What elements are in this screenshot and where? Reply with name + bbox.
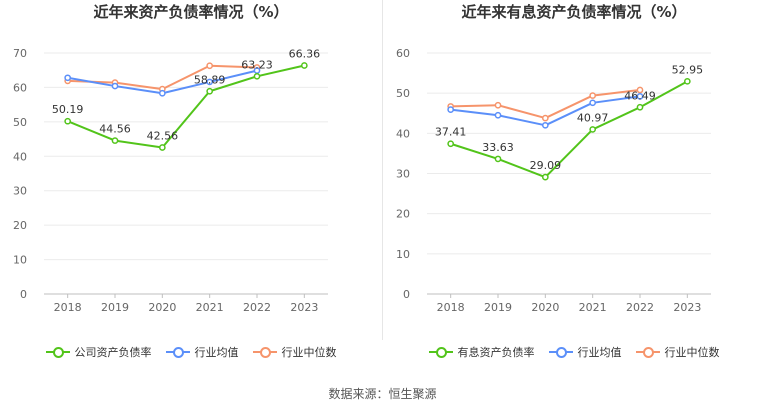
legend-marker-icon xyxy=(45,346,70,358)
chart-title: 近年来有息资产负债率情况（%） xyxy=(461,3,686,21)
liability-ratio-plot: 近年来资产负债率情况（%） 0 10 20 30 40 50 60 70 2018 2019 2020… xyxy=(13,3,328,314)
data-point xyxy=(589,126,597,133)
data-label: 42.56 xyxy=(147,129,179,142)
data-point xyxy=(636,93,644,100)
data-point xyxy=(494,155,502,163)
legend-marker-icon xyxy=(165,346,190,358)
data-point xyxy=(589,99,597,107)
legend-marker-icon xyxy=(252,346,277,358)
data-label: 50.19 xyxy=(52,103,84,116)
x-tick-label: 2023 xyxy=(290,301,318,314)
data-point xyxy=(206,62,214,70)
data-point xyxy=(158,89,166,97)
data-label: 33.63 xyxy=(482,141,514,154)
x-tick-label: 2020 xyxy=(531,301,559,314)
data-point xyxy=(636,86,644,94)
data-label: 66.36 xyxy=(289,48,321,61)
data-label: 63.23 xyxy=(241,58,273,71)
data-point xyxy=(158,144,166,151)
legend-label: 公司资产负债率 xyxy=(74,346,152,359)
x-tick-label: 2022 xyxy=(243,301,271,314)
y-tick-label: 0 xyxy=(403,288,410,301)
data-point xyxy=(683,77,691,85)
x-tick-label: 2019 xyxy=(101,301,129,314)
legend-label: 行业均值 xyxy=(577,346,622,359)
y-tick-label: 60 xyxy=(13,81,27,94)
series-line xyxy=(67,64,305,149)
interest-bearing-ratio-legend: 有息资产负债率 行业均值 行业中位数 xyxy=(383,344,765,360)
data-point xyxy=(447,140,455,148)
series-line xyxy=(450,80,688,179)
chart-title: 近年来资产负债率情况（%） xyxy=(93,3,288,21)
legend-item[interactable]: 行业中位数 xyxy=(635,344,720,360)
x-tick-label: 2018 xyxy=(437,301,465,314)
data-point xyxy=(300,62,308,69)
data-label: 37.41 xyxy=(435,126,467,139)
liability-ratio-legend: 公司资产负债率 行业均值 行业中位数 xyxy=(0,344,382,360)
legend-item[interactable]: 有息资产负债率 xyxy=(428,344,535,360)
data-point xyxy=(206,87,214,95)
data-point xyxy=(494,101,502,109)
y-tick-label: 40 xyxy=(396,127,410,140)
y-tick-label: 40 xyxy=(13,150,27,163)
data-point xyxy=(447,106,455,113)
legend-label: 行业均值 xyxy=(194,346,239,359)
data-point xyxy=(541,121,549,129)
data-point xyxy=(206,78,214,86)
legend-label: 有息资产负债率 xyxy=(457,346,535,359)
legend-item[interactable]: 行业均值 xyxy=(165,344,239,360)
y-tick-label: 10 xyxy=(13,254,27,267)
data-label: 52.95 xyxy=(672,63,704,76)
data-label: 40.97 xyxy=(577,111,609,124)
data-point xyxy=(494,111,502,119)
x-tick-label: 2021 xyxy=(579,301,607,314)
y-tick-label: 50 xyxy=(396,87,410,100)
data-point xyxy=(253,72,261,80)
x-tick-label: 2022 xyxy=(626,301,654,314)
y-tick-label: 0 xyxy=(20,288,27,301)
legend-item[interactable]: 行业均值 xyxy=(548,344,622,360)
interest-bearing-ratio-chart: 近年来有息资产负债率情况（%） 0 10 20 30 40 50 60 2018 2019 2020… xyxy=(383,0,765,380)
data-label: 44.56 xyxy=(99,123,131,136)
y-tick-label: 70 xyxy=(13,47,27,60)
legend-item[interactable]: 行业中位数 xyxy=(252,344,337,360)
data-point xyxy=(111,137,119,144)
y-tick-label: 50 xyxy=(13,116,27,129)
data-point xyxy=(541,173,549,181)
x-tick-label: 2021 xyxy=(196,301,224,314)
x-tick-label: 2023 xyxy=(673,301,701,314)
data-point xyxy=(64,74,72,82)
y-tick-label: 30 xyxy=(396,168,410,181)
data-label: 58.89 xyxy=(194,73,226,86)
legend-label: 行业中位数 xyxy=(664,346,720,359)
data-point xyxy=(64,117,72,125)
y-tick-label: 30 xyxy=(13,185,27,198)
y-tick-label: 20 xyxy=(396,208,410,221)
data-label: 46.49 xyxy=(624,89,656,102)
legend-marker-icon xyxy=(548,346,573,358)
x-tick-label: 2018 xyxy=(54,301,82,314)
data-label: 29.09 xyxy=(530,159,562,172)
y-tick-label: 20 xyxy=(13,219,27,232)
x-tick-label: 2019 xyxy=(484,301,512,314)
data-point xyxy=(541,114,549,122)
y-tick-label: 60 xyxy=(396,47,410,60)
liability-ratio-chart: 近年来资产负债率情况（%） 0 10 20 30 40 50 60 70 2018 2019 2020… xyxy=(0,0,382,380)
panel-divider xyxy=(382,0,383,340)
y-tick-label: 10 xyxy=(396,248,410,261)
legend-marker-icon xyxy=(428,346,453,358)
x-tick-label: 2020 xyxy=(148,301,176,314)
legend-label: 行业中位数 xyxy=(281,346,337,359)
data-source-note: 数据来源：恒生聚源 xyxy=(328,387,437,401)
interest-bearing-ratio-plot: 近年来有息资产负债率情况（%） 0 10 20 30 40 50 60 2018 2019 2020… xyxy=(396,3,711,314)
data-point xyxy=(589,92,597,99)
data-point xyxy=(111,82,119,90)
legend-item[interactable]: 公司资产负债率 xyxy=(45,344,152,360)
legend-marker-icon xyxy=(635,346,660,358)
data-point xyxy=(636,103,644,111)
